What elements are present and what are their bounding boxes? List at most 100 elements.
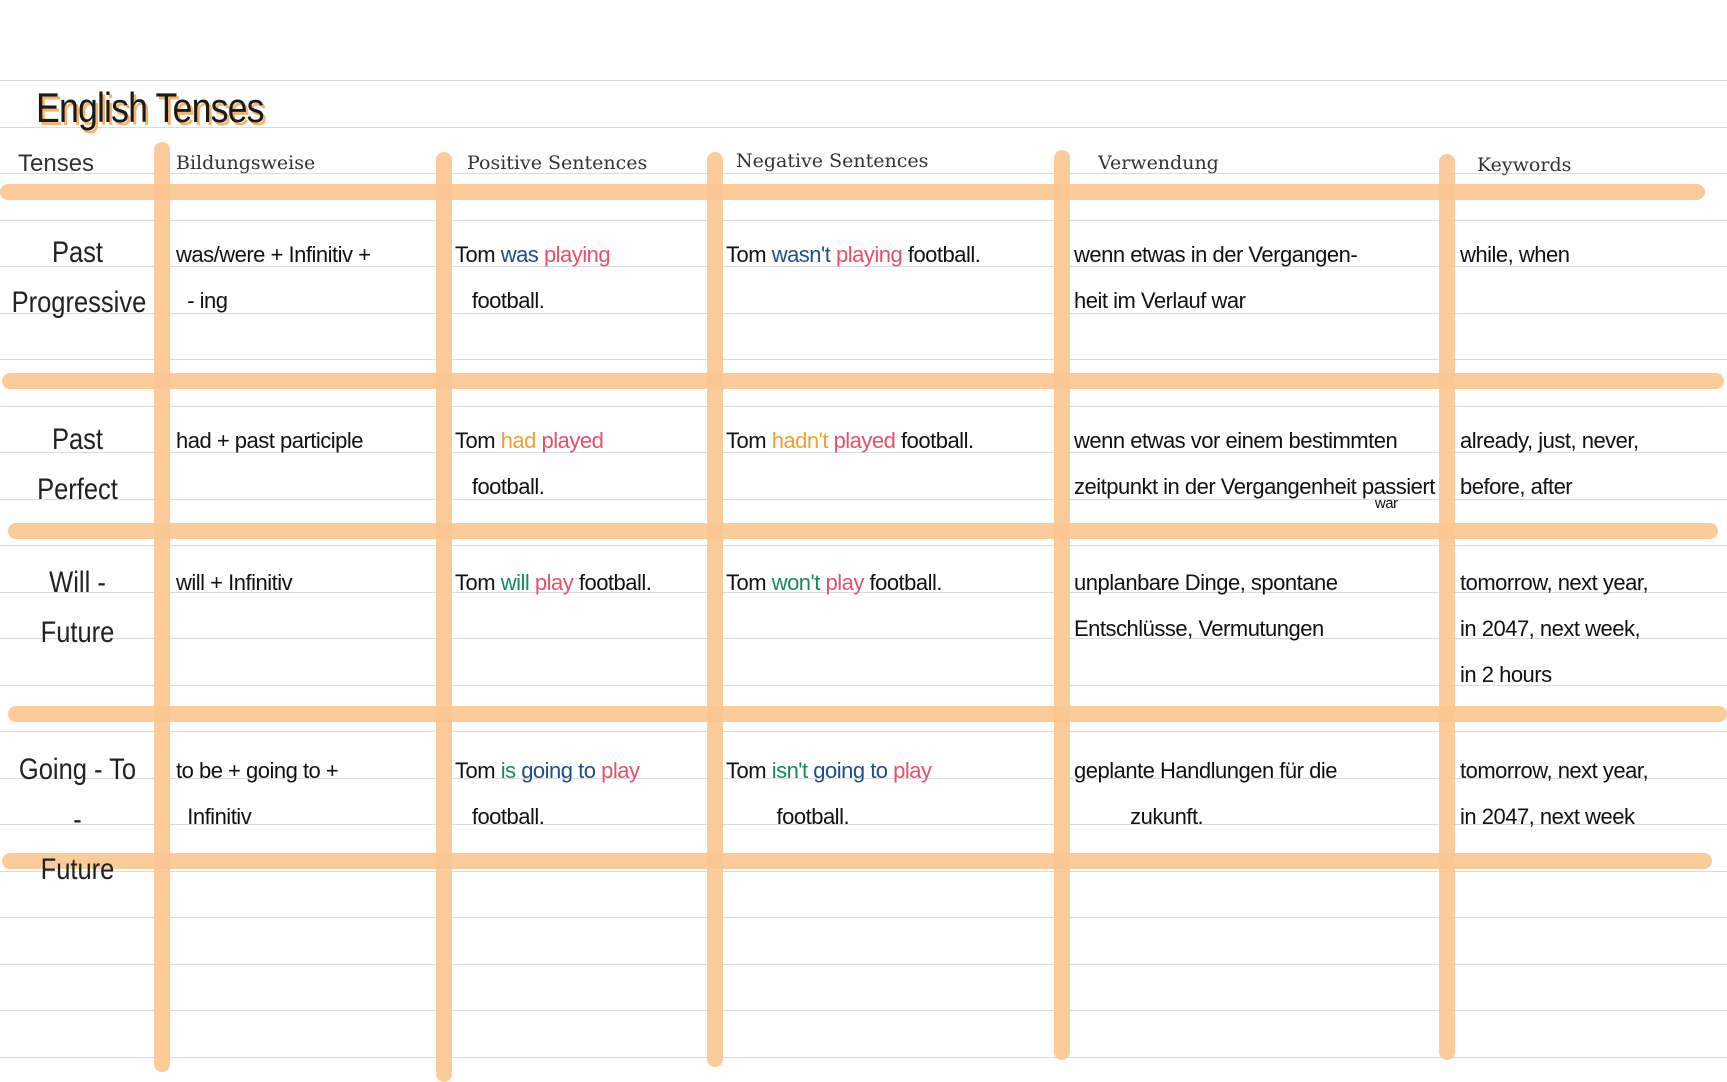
negative-cell: Tom wasn't playing football. — [726, 232, 981, 278]
cell-line: Tom had played — [455, 418, 604, 464]
cell-line: football. — [455, 464, 603, 510]
ruled-line — [0, 638, 1727, 639]
verwendung-cell: wenn etwas vor einem bestimmten zeitpunkt… — [1074, 418, 1458, 513]
text-segment: in 2 hours — [1460, 662, 1552, 687]
tense-name-line: Past — [51, 423, 104, 456]
text-segment: Tom — [455, 570, 501, 595]
tense-name: Going - To - Future — [12, 745, 144, 895]
ruled-line — [0, 406, 1727, 407]
cell-line: will + Infinitiv — [176, 560, 293, 606]
text-segment: before, after — [1460, 474, 1573, 499]
cell-line: zeitpunkt in der Vergangenheit passiertw… — [1074, 464, 1458, 513]
grid-line-horizontal — [2, 373, 1724, 389]
cell-line: geplante Handlungen für die — [1074, 748, 1337, 794]
cell-line: had + past participle — [176, 418, 364, 464]
verwendung-cell: wenn etwas in der Vergangen-heit im Verl… — [1074, 232, 1358, 324]
cell-line: Tom is going to play — [455, 748, 640, 794]
ruled-line — [0, 731, 1727, 732]
grid-line-horizontal — [8, 523, 1718, 539]
text-segment: football. — [726, 804, 850, 829]
ruled-line — [0, 545, 1727, 546]
text-segment: will + Infinitiv — [176, 570, 293, 595]
text-segment: isn't — [771, 758, 814, 783]
grid-line-vertical — [436, 152, 452, 1082]
tense-name-line: Will - — [49, 566, 106, 599]
cell-line: Tom was playing — [455, 232, 611, 278]
text-segment: - ing — [176, 288, 228, 313]
ruled-line — [0, 964, 1727, 965]
text-segment: had — [500, 428, 542, 453]
header-positive-sentences: Positive Sentences — [467, 152, 648, 174]
text-segment: geplante Handlungen für die — [1074, 758, 1337, 783]
text-segment: football. — [455, 804, 545, 829]
keywords-cell: already, just, never, before, after — [1460, 418, 1639, 510]
tense-name-line: Future — [40, 616, 115, 649]
text-segment: played — [541, 428, 604, 453]
text-segment: Tom — [726, 570, 772, 595]
text-segment: Tom — [455, 428, 501, 453]
cell-line: in 2047, next week — [1460, 794, 1648, 840]
text-segment: unplanbare Dinge, spontane — [1074, 570, 1338, 595]
ruled-line — [0, 1010, 1727, 1011]
text-segment: wasn't — [771, 242, 836, 267]
grid-line-horizontal — [8, 706, 1727, 722]
text-segment: heit im Verlauf war — [1074, 288, 1246, 313]
bildung-cell: will + Infinitiv — [176, 560, 293, 606]
text-segment: will — [500, 570, 535, 595]
cell-line: Tom isn't going to play — [726, 748, 932, 794]
annotation-text: war — [1374, 495, 1398, 512]
verwendung-cell: unplanbare Dinge, spontane Entschlüsse, V… — [1074, 560, 1338, 652]
text-segment: football. — [901, 428, 974, 453]
tense-name-line: Going - To - — [18, 753, 137, 836]
cell-line: in 2047, next week, — [1460, 606, 1648, 652]
text-segment: in 2047, next week — [1460, 804, 1635, 829]
ruled-line — [0, 127, 1727, 128]
header-keywords: Keywords — [1477, 154, 1572, 176]
text-segment: is — [500, 758, 522, 783]
text-segment: Tom — [455, 758, 501, 783]
bildung-cell: to be + going to + Infinitiv — [176, 748, 339, 840]
text-segment: going to — [813, 758, 894, 783]
negative-cell: Tom isn't going to play football. — [726, 748, 932, 840]
text-segment: playing — [543, 242, 611, 267]
text-segment: Infinitiv — [176, 804, 252, 829]
cell-line: Tom hadn't played football. — [726, 418, 974, 464]
tense-name: Past Progressive — [12, 228, 147, 328]
ruled-line — [0, 452, 1727, 453]
cell-line: wenn etwas in der Vergangen- — [1074, 232, 1358, 278]
cell-line: unplanbare Dinge, spontane — [1074, 560, 1338, 606]
keywords-cell: while, when — [1460, 232, 1570, 278]
text-segment: play — [601, 758, 640, 783]
cell-line: heit im Verlauf war — [1074, 278, 1357, 324]
grid-line-vertical — [707, 152, 723, 1067]
cell-line: to be + going to + — [176, 748, 339, 794]
cell-line: football. — [455, 278, 610, 324]
page-title: English Tenses — [36, 84, 264, 131]
tense-name: Past Perfect — [12, 415, 144, 515]
text-segment: zukunft. — [1074, 804, 1204, 829]
bildung-cell: was/were + Infinitiv + - ing — [176, 232, 371, 324]
tense-name: Will - Future — [12, 558, 144, 658]
text-segment: going to — [521, 758, 602, 783]
cell-line: - ing — [176, 278, 370, 324]
positive-cell: Tom is going to play football. — [455, 748, 640, 840]
ruled-line — [0, 592, 1727, 593]
keywords-cell: tomorrow, next year, in 2047, next week, i… — [1460, 560, 1649, 698]
cell-line: tomorrow, next year, — [1460, 560, 1649, 606]
ruled-line — [0, 1057, 1727, 1058]
text-segment: to be + going to + — [176, 758, 339, 783]
text-segment: football. — [907, 242, 981, 267]
cell-line: zukunft. — [1074, 794, 1337, 840]
positive-cell: Tom was playing football. — [455, 232, 611, 324]
cell-line: tomorrow, next year, — [1460, 748, 1649, 794]
text-segment: Tom — [726, 758, 772, 783]
cell-line: football. — [455, 794, 639, 840]
text-segment: played — [833, 428, 902, 453]
header-tenses: Tenses — [18, 150, 95, 177]
text-segment: football. — [578, 570, 652, 595]
text-segment: football. — [455, 474, 545, 499]
ruled-line — [0, 917, 1727, 918]
grid-line-horizontal — [2, 853, 1712, 869]
text-segment: playing — [835, 242, 908, 267]
text-segment: had + past participle — [176, 428, 364, 453]
